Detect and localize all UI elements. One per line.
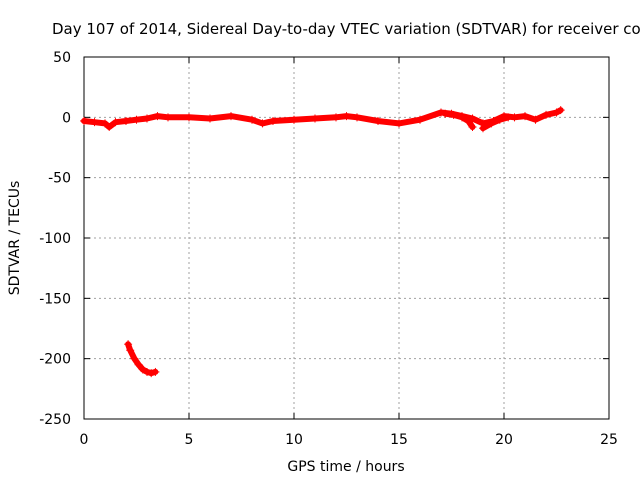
data-point xyxy=(468,122,477,131)
y-tick-label: -250 xyxy=(39,412,71,428)
data-point xyxy=(458,113,466,122)
data-point xyxy=(258,119,267,128)
data-point xyxy=(164,113,172,122)
data-point xyxy=(464,116,473,125)
grid xyxy=(84,57,609,419)
y-tick-label: -50 xyxy=(48,171,71,187)
data-point xyxy=(504,113,513,122)
data-point xyxy=(556,106,565,115)
axis-ticks: 0 5 10 15 20 25 50 0 -50 -100 -150 -200 -250 xyxy=(39,50,618,448)
data-point xyxy=(126,346,135,355)
data-point xyxy=(143,367,151,376)
data-point xyxy=(147,369,156,378)
data-point xyxy=(449,110,458,119)
data-point xyxy=(185,113,193,122)
data-point xyxy=(122,116,130,125)
y-tick-label: 50 xyxy=(53,50,71,66)
data-point xyxy=(227,112,235,121)
data-point xyxy=(395,119,403,128)
data-point xyxy=(153,112,162,121)
x-tick-label: 20 xyxy=(495,432,513,448)
data-point xyxy=(495,115,504,124)
data-point xyxy=(353,113,361,122)
data-point xyxy=(105,122,114,131)
data-point xyxy=(206,114,214,123)
data-point xyxy=(552,108,561,117)
data-point xyxy=(151,367,160,376)
data-point xyxy=(134,360,143,369)
data-point xyxy=(290,115,298,124)
y-tick-label: -150 xyxy=(39,291,71,307)
data-point xyxy=(441,109,450,118)
x-tick-label: 10 xyxy=(285,432,303,448)
data-point xyxy=(311,114,319,123)
data-point xyxy=(80,116,88,125)
data-point xyxy=(124,340,133,349)
x-tick-label: 25 xyxy=(600,432,618,448)
x-axis-label: GPS time / hours xyxy=(287,459,404,475)
x-tick-label: 0 xyxy=(80,432,89,448)
data-point xyxy=(143,114,151,123)
y-tick-label: -100 xyxy=(39,231,71,247)
data-point xyxy=(521,112,529,121)
x-tick-label: 15 xyxy=(390,432,408,448)
data-point xyxy=(342,112,351,121)
data-point xyxy=(531,115,540,124)
data-point xyxy=(132,115,141,124)
data-point xyxy=(542,110,550,119)
data-point xyxy=(479,124,487,133)
data-point xyxy=(90,118,99,127)
data-point xyxy=(111,118,120,127)
y-tick-label: -200 xyxy=(39,352,71,368)
data-point xyxy=(138,365,147,374)
y-tick-label: 0 xyxy=(62,110,71,126)
data-point xyxy=(332,113,340,122)
series xyxy=(80,106,565,378)
data-point xyxy=(374,116,382,125)
data-point xyxy=(101,119,109,128)
data-point xyxy=(269,116,277,125)
data-point xyxy=(416,115,424,124)
y-axis-label: SDTVAR / TECUs xyxy=(7,181,23,296)
x-tick-label: 5 xyxy=(185,432,194,448)
chart-title: Day 107 of 2014, Sidereal Day-to-day VTE… xyxy=(52,20,640,38)
data-point xyxy=(248,115,256,124)
data-point xyxy=(487,119,496,128)
series-line-branch2 xyxy=(480,114,512,132)
data-point xyxy=(130,354,139,363)
